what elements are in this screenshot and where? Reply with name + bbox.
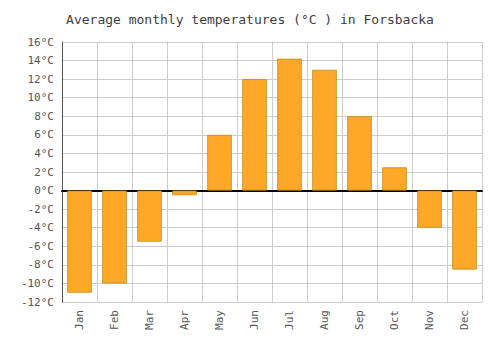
svg-text:May: May — [213, 310, 226, 330]
svg-text:-8°C: -8°C — [28, 258, 55, 271]
svg-text:Jul: Jul — [283, 310, 296, 330]
svg-text:16°C: 16°C — [28, 36, 55, 49]
svg-text:Oct: Oct — [388, 310, 401, 330]
svg-text:Dec: Dec — [458, 310, 471, 330]
svg-text:10°C: 10°C — [28, 91, 55, 104]
svg-text:0°C: 0°C — [34, 184, 54, 197]
svg-text:Apr: Apr — [178, 310, 191, 330]
svg-text:Feb: Feb — [108, 310, 121, 330]
svg-text:Jan: Jan — [73, 310, 86, 330]
svg-text:Aug: Aug — [318, 310, 331, 330]
svg-text:-2°C: -2°C — [28, 203, 55, 216]
svg-text:-4°C: -4°C — [28, 221, 55, 234]
svg-text:Sep: Sep — [353, 310, 366, 330]
svg-text:-6°C: -6°C — [28, 240, 55, 253]
svg-text:Average monthly temperatures (: Average monthly temperatures (°C ) in Fo… — [66, 12, 434, 27]
svg-text:Jun: Jun — [248, 310, 261, 330]
svg-text:-12°C: -12°C — [21, 296, 54, 309]
svg-text:4°C: 4°C — [34, 147, 54, 160]
svg-text:6°C: 6°C — [34, 128, 54, 141]
svg-text:Nov: Nov — [423, 310, 436, 330]
svg-text:Mar: Mar — [143, 310, 156, 330]
svg-text:12°C: 12°C — [28, 73, 55, 86]
svg-text:8°C: 8°C — [34, 110, 54, 123]
svg-text:2°C: 2°C — [34, 166, 54, 179]
svg-text:14°C: 14°C — [28, 54, 55, 67]
svg-text:-10°C: -10°C — [21, 277, 54, 290]
